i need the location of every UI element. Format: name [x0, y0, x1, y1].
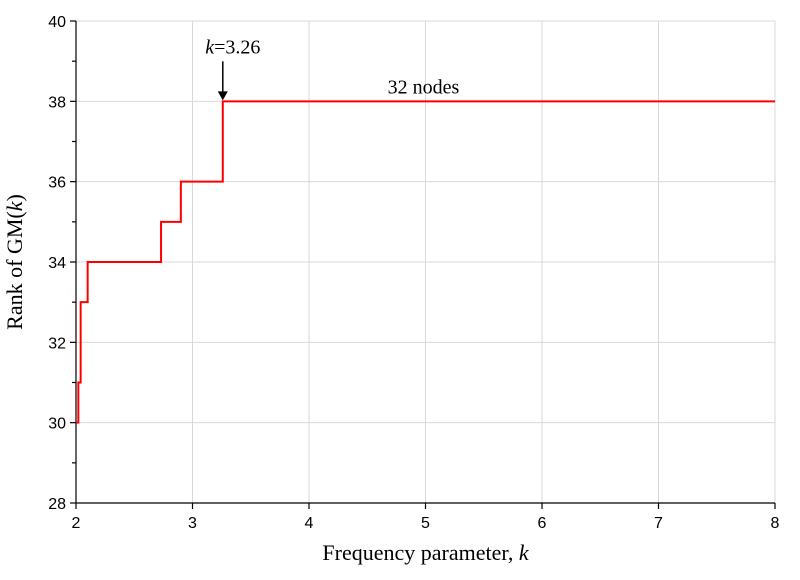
x-axis-title: Frequency parameter, k [322, 540, 529, 565]
x-tick-label: 7 [654, 515, 663, 532]
x-tick-label: 6 [538, 515, 547, 532]
x-axis-title-var: k [519, 540, 530, 565]
y-tick-label: 28 [48, 496, 66, 513]
k-value-annotation: k=3.26 [205, 36, 260, 58]
y-tick-label: 34 [48, 255, 66, 272]
x-tick-label: 8 [771, 515, 780, 532]
y-axis-title-end: ) [2, 194, 27, 201]
arrow-label-var: k [205, 36, 215, 58]
y-tick-label: 32 [48, 335, 66, 352]
y-tick-label: 38 [48, 94, 66, 111]
y-tick-label: 36 [48, 175, 66, 192]
series-label-32-nodes: 32 nodes [388, 76, 460, 98]
y-axis-title-text: Rank of GM( [2, 211, 27, 330]
annotations: k=3.26 32 nodes [205, 36, 460, 101]
x-tick-label: 2 [72, 515, 81, 532]
y-axis-title: Rank of GM(k) [2, 194, 27, 330]
y-tick-label: 40 [48, 14, 66, 31]
x-tick-label: 3 [188, 515, 197, 532]
arrow-label-value: =3.26 [214, 36, 260, 58]
rank-series-line [76, 100, 775, 424]
x-tick-label: 4 [305, 515, 314, 532]
x-axis-title-text: Frequency parameter, [322, 540, 518, 565]
y-axis-title-var: k [2, 200, 27, 211]
y-tick-label: 30 [48, 416, 66, 433]
x-tick-label: 5 [421, 515, 430, 532]
arrow-head-icon [217, 91, 228, 101]
